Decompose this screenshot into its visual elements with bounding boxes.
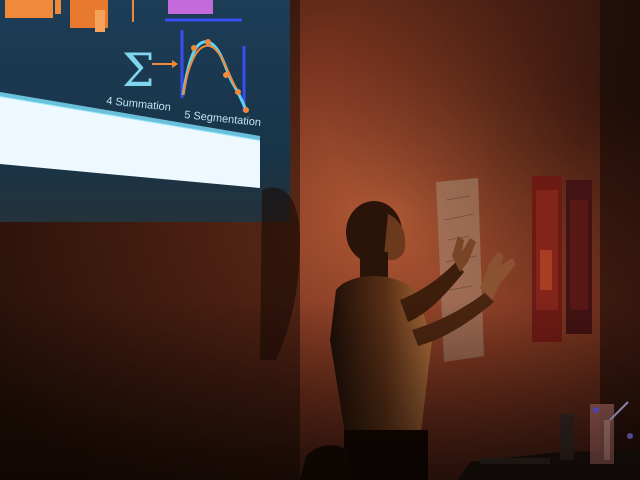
speaker-left-hand [452,236,476,272]
slide-bars-right [168,0,213,14]
projection-screen: Σ 4 Summation 5 Segmentation [0,0,290,222]
speaker-right-hand [480,252,516,300]
slide-bars-left [5,0,53,18]
sigma-symbol: Σ [122,43,155,97]
slide-white-band [0,96,260,188]
segmentation-chart [180,30,249,113]
floor-shadow [0,300,640,480]
